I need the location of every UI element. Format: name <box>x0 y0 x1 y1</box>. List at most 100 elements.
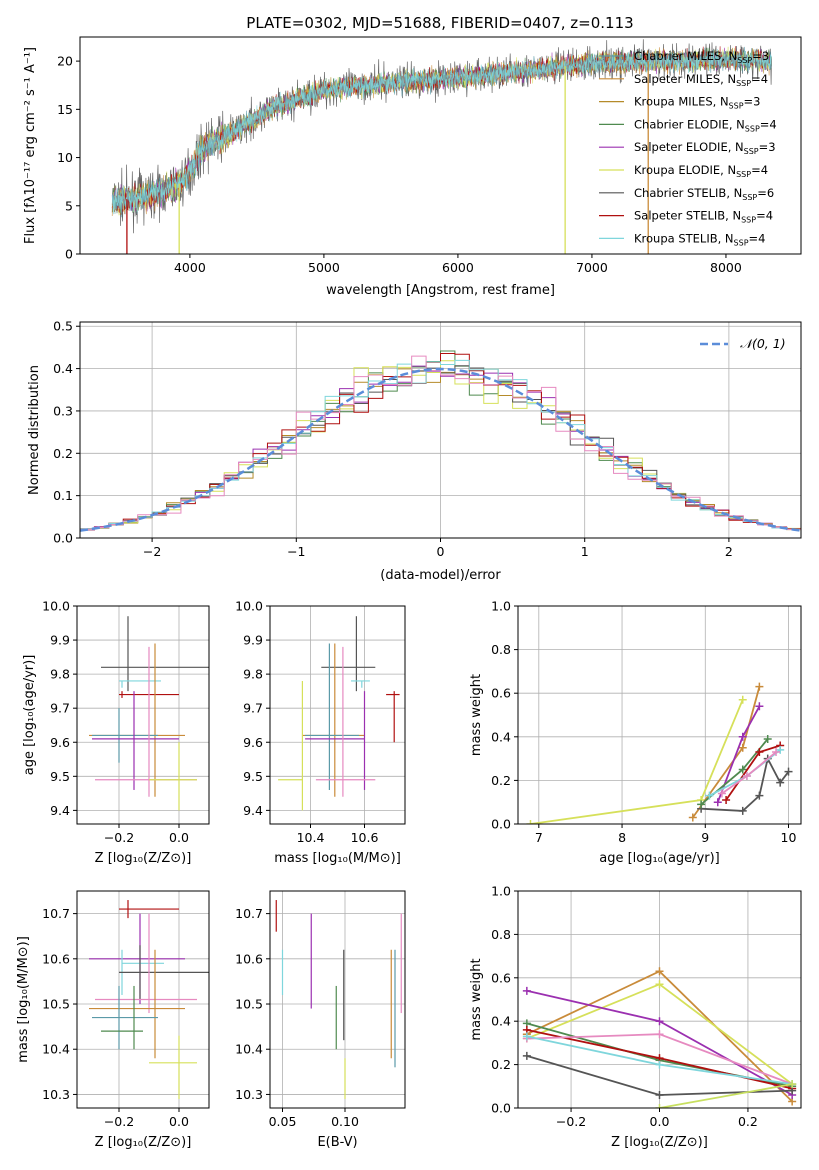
plot-area-residuals <box>80 322 801 538</box>
errorbar-point <box>321 616 376 692</box>
x-tick-label: −0.2 <box>104 1114 134 1129</box>
y-tick-label: 0.2 <box>53 446 73 461</box>
weight-marker <box>755 748 764 757</box>
errorbar-point <box>95 913 197 1014</box>
weight-marker <box>526 820 535 824</box>
y-tick-label: 0.8 <box>491 927 511 942</box>
y-tick-label: 10.5 <box>235 997 263 1012</box>
weight-series <box>522 1032 797 1089</box>
y-tick-label: 0.2 <box>491 1057 511 1072</box>
legend-entry: Salpeter STELIB, NSSP=4 <box>634 209 773 225</box>
gaussian-curve <box>80 367 801 532</box>
x-tick-label: 6000 <box>442 260 474 275</box>
y-tick-label: 10.6 <box>235 951 263 966</box>
y-tick-label: 10.4 <box>235 1042 263 1057</box>
y-tick-label: 0.4 <box>53 361 73 376</box>
legend-entry: Chabrier ELODIE, NSSP=4 <box>634 117 777 133</box>
y-tick-label: 10.7 <box>42 906 70 921</box>
errorbar-point <box>302 643 365 797</box>
weight-marker <box>772 748 781 757</box>
weight-marker <box>655 1104 664 1108</box>
weight-marker <box>722 796 731 805</box>
weight-marker <box>655 1017 664 1026</box>
axes-frame <box>269 605 406 825</box>
legend-entry: Salpeter ELODIE, NSSP=3 <box>634 140 776 156</box>
y-tick-label: 9.7 <box>243 701 263 716</box>
weight-marker <box>776 745 785 754</box>
y-tick-label: 0.6 <box>491 970 511 985</box>
x-tick-label: 0.2 <box>738 1114 758 1129</box>
x-tick-label: 0 <box>437 544 445 559</box>
weight-marker <box>655 967 664 976</box>
errorbar-point <box>315 646 376 797</box>
plot-area-mass_vs_Z <box>77 891 209 1108</box>
y-tick-label: 9.9 <box>50 633 70 648</box>
x-axis-label: Z [log₁₀(Z/Z⊙)] <box>95 851 192 866</box>
x-axis-label: (data-model)/error <box>380 568 501 583</box>
y-tick-label: 9.8 <box>50 667 70 682</box>
y-tick-label: 9.5 <box>50 769 70 784</box>
axes-mass_weight_vs_Z: −0.2 0.0 0.2 0.0 0.2 0.4 0.6 0.8 1.0 Z [log₁₀(Z/Z… <box>469 884 802 1150</box>
weight-series <box>697 734 772 809</box>
legend-entry: Kroupa STELIB, NSSP=4 <box>634 231 765 247</box>
weight-series <box>722 741 785 805</box>
y-tick-label: 9.8 <box>243 667 263 682</box>
x-tick-label: −1 <box>287 544 305 559</box>
weight-series <box>522 986 797 1099</box>
y-tick-label: 10.0 <box>235 599 263 614</box>
x-tick-label: 0.0 <box>169 830 189 845</box>
errorbar-point <box>89 913 185 1005</box>
x-axis-label: Z [log₁₀(Z/Z⊙)] <box>95 1135 192 1150</box>
x-axis-label: wavelength [Angstrom, rest frame] <box>326 283 555 298</box>
weight-marker <box>755 682 764 691</box>
y-tick-label: 1.0 <box>491 599 511 614</box>
errorbar-point <box>386 691 400 743</box>
y-tick-label: 0.3 <box>53 403 73 418</box>
histogram-series <box>80 359 801 538</box>
y-tick-label: 9.4 <box>243 803 263 818</box>
weight-marker <box>655 1030 664 1039</box>
weight-marker <box>522 1051 531 1060</box>
y-tick-label: 0.6 <box>491 686 511 701</box>
y-tick-label: 10.5 <box>42 997 70 1012</box>
y-tick-label: 10.6 <box>42 951 70 966</box>
plot-area-age_vs_mass <box>270 606 405 824</box>
y-tick-label: 9.6 <box>243 735 263 750</box>
y-tick-label: 10.0 <box>42 599 70 614</box>
y-tick-label: 9.7 <box>50 701 70 716</box>
x-tick-label: 0.0 <box>650 1114 670 1129</box>
y-tick-label: 10.3 <box>42 1087 70 1102</box>
weight-line <box>701 755 790 812</box>
weight-marker <box>655 1060 664 1069</box>
histogram-series <box>80 355 801 531</box>
legend-entry: Kroupa ELODIE, NSSP=4 <box>634 163 768 179</box>
y-axis-label: age [log₁₀(age/yr)] <box>22 655 37 776</box>
axes-frame <box>269 890 406 1109</box>
weight-marker <box>688 813 697 822</box>
y-tick-label: 0.1 <box>53 488 73 503</box>
weight-marker <box>763 734 772 743</box>
axes-residuals: −2 −1 0 1 2 0.0 0.1 0.2 0.3 0.4 0.5 (data-model)/er… <box>27 319 802 583</box>
x-tick-label: 10.6 <box>351 830 379 845</box>
y-tick-label: 0.8 <box>491 642 511 657</box>
y-tick-label: 10 <box>57 150 73 165</box>
weight-marker <box>697 800 706 809</box>
weight-marker <box>738 732 747 741</box>
errorbar-point <box>89 643 185 797</box>
weight-marker <box>742 772 751 781</box>
y-tick-label: 0 <box>65 247 73 262</box>
plot-area-mass_weight_vs_Z <box>518 891 801 1108</box>
axes-spectrum: 4000 5000 6000 7000 8000 0 5 10 15 20 wavelength [… <box>23 36 802 298</box>
x-tick-label: 10.4 <box>297 830 325 845</box>
errorbar-point <box>119 945 209 1000</box>
legend-entry: Kroupa MILES, NSSP=3 <box>634 95 760 111</box>
errorbar-point <box>92 708 158 763</box>
axes-mass_vs_Z: −0.2 0.0 10.3 10.4 10.5 10.6 10.7 Z [log₁₀(Z/Z⊙… <box>16 890 210 1150</box>
x-tick-label: −0.2 <box>556 1114 586 1129</box>
x-tick-label: 0.10 <box>331 1114 359 1129</box>
weight-series <box>717 748 781 798</box>
errorbar-point <box>119 680 161 688</box>
plot-area-spectrum <box>111 39 772 254</box>
y-tick-label: 9.6 <box>50 735 70 750</box>
